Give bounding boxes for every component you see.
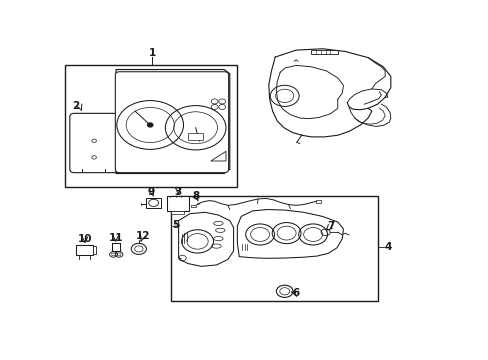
Bar bbox=[167, 195, 189, 211]
Text: 10: 10 bbox=[78, 234, 92, 244]
Text: 7: 7 bbox=[326, 221, 334, 231]
Text: 4: 4 bbox=[384, 242, 391, 252]
Text: 1: 1 bbox=[148, 48, 155, 58]
Circle shape bbox=[147, 123, 153, 127]
FancyBboxPatch shape bbox=[115, 72, 228, 173]
Text: 6: 6 bbox=[292, 288, 299, 298]
Bar bbox=[76, 245, 93, 255]
Bar bbox=[311, 50, 337, 54]
Bar bbox=[171, 211, 183, 214]
Text: 8: 8 bbox=[192, 191, 199, 201]
Text: 12: 12 bbox=[135, 231, 149, 242]
Bar bbox=[190, 204, 195, 207]
FancyBboxPatch shape bbox=[70, 113, 122, 173]
Bar bbox=[92, 246, 96, 253]
Text: 9: 9 bbox=[147, 186, 154, 197]
Text: 3: 3 bbox=[174, 186, 182, 197]
Text: 11: 11 bbox=[108, 233, 122, 243]
Bar bbox=[146, 198, 161, 208]
Text: 5: 5 bbox=[172, 220, 179, 230]
Bar bbox=[316, 201, 320, 203]
Text: 2: 2 bbox=[72, 100, 79, 111]
Bar bbox=[188, 133, 203, 140]
Bar bbox=[65, 66, 237, 187]
Bar bbox=[171, 196, 377, 301]
